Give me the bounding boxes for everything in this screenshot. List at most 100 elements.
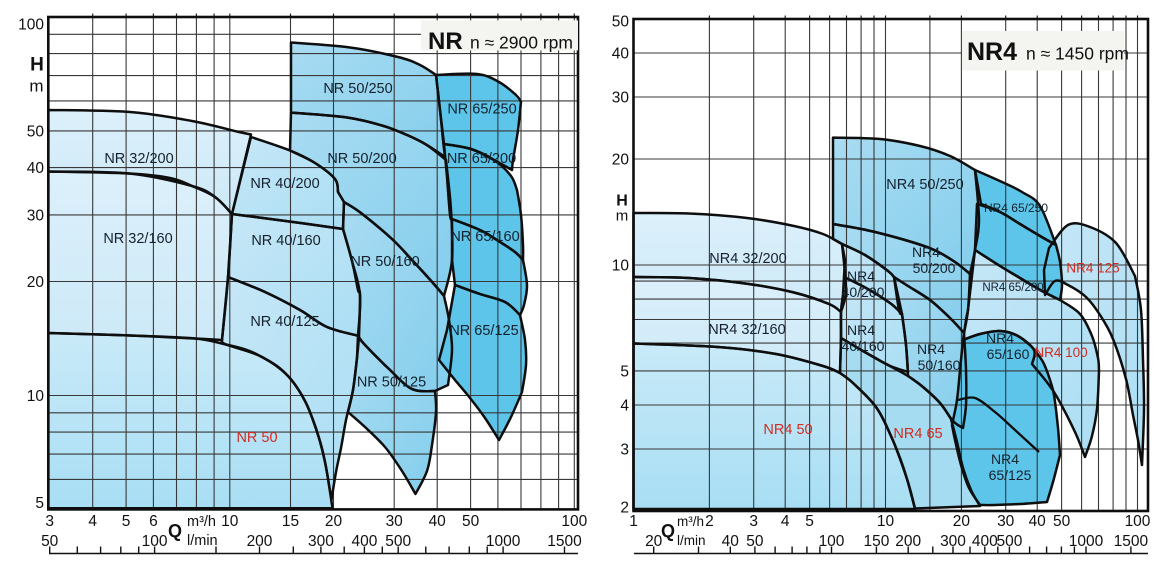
svg-text:m³/h: m³/h bbox=[187, 514, 216, 530]
svg-text:40: 40 bbox=[722, 533, 740, 550]
svg-text:NR 65/125: NR 65/125 bbox=[449, 323, 518, 339]
svg-text:NR4 50/250: NR4 50/250 bbox=[886, 177, 963, 193]
svg-text:NR 65/250: NR 65/250 bbox=[447, 102, 516, 118]
svg-text:20: 20 bbox=[27, 274, 45, 291]
svg-text:50/160: 50/160 bbox=[918, 357, 961, 373]
svg-text:1000: 1000 bbox=[1069, 533, 1104, 550]
svg-text:5: 5 bbox=[35, 495, 44, 512]
svg-text:NR4 65/250: NR4 65/250 bbox=[984, 201, 1048, 215]
svg-text:65/160: 65/160 bbox=[987, 346, 1030, 362]
svg-text:20: 20 bbox=[325, 513, 343, 530]
svg-text:30: 30 bbox=[612, 90, 630, 107]
svg-text:5: 5 bbox=[122, 513, 131, 530]
svg-text:NR4: NR4 bbox=[967, 38, 1017, 66]
svg-text:50: 50 bbox=[1053, 513, 1071, 530]
svg-text:1: 1 bbox=[629, 513, 638, 530]
svg-text:NR4: NR4 bbox=[847, 322, 875, 338]
svg-text:50: 50 bbox=[746, 533, 764, 550]
svg-text:NR 50/200: NR 50/200 bbox=[327, 151, 396, 167]
svg-text:65/125: 65/125 bbox=[989, 467, 1032, 483]
svg-text:30: 30 bbox=[27, 208, 45, 225]
svg-text:20: 20 bbox=[645, 533, 663, 550]
svg-text:NR4: NR4 bbox=[917, 341, 945, 357]
svg-text:500: 500 bbox=[385, 533, 411, 550]
svg-text:NR 40/160: NR 40/160 bbox=[251, 233, 320, 249]
svg-text:NR4: NR4 bbox=[986, 330, 1014, 346]
svg-text:50: 50 bbox=[462, 513, 480, 530]
svg-text:2: 2 bbox=[705, 513, 714, 530]
svg-text:200: 200 bbox=[247, 533, 273, 550]
svg-text:1000: 1000 bbox=[486, 533, 521, 550]
svg-text:100: 100 bbox=[18, 17, 44, 34]
svg-text:30: 30 bbox=[997, 513, 1015, 530]
svg-text:m: m bbox=[29, 77, 43, 96]
svg-text:40/200: 40/200 bbox=[842, 284, 885, 300]
svg-text:40: 40 bbox=[612, 46, 630, 63]
svg-text:NR4: NR4 bbox=[847, 268, 875, 284]
svg-text:300: 300 bbox=[308, 533, 334, 550]
svg-text:10: 10 bbox=[27, 388, 45, 405]
svg-text:10: 10 bbox=[221, 513, 239, 530]
svg-text:15: 15 bbox=[282, 513, 299, 530]
svg-text:3: 3 bbox=[749, 513, 758, 530]
svg-text:NR: NR bbox=[428, 28, 463, 55]
svg-text:H: H bbox=[30, 55, 44, 76]
svg-text:10: 10 bbox=[877, 513, 895, 530]
svg-text:Q: Q bbox=[661, 521, 675, 541]
svg-text:NR 65/160: NR 65/160 bbox=[450, 229, 519, 245]
svg-text:n ≈ 2900 rpm: n ≈ 2900 rpm bbox=[470, 33, 573, 53]
svg-text:NR 40/125: NR 40/125 bbox=[250, 314, 319, 330]
svg-text:NR4 100: NR4 100 bbox=[1034, 345, 1087, 360]
svg-text:3: 3 bbox=[620, 442, 629, 459]
svg-text:300: 300 bbox=[940, 533, 966, 550]
svg-text:1500: 1500 bbox=[1114, 533, 1149, 550]
svg-text:NR 50/250: NR 50/250 bbox=[323, 81, 392, 97]
svg-text:6: 6 bbox=[149, 513, 158, 530]
svg-text:50/200: 50/200 bbox=[913, 260, 956, 276]
svg-text:NR4: NR4 bbox=[991, 451, 1019, 467]
svg-text:NR4 125: NR4 125 bbox=[1066, 261, 1119, 276]
svg-text:NR 32/200: NR 32/200 bbox=[104, 151, 173, 167]
svg-text:10: 10 bbox=[612, 258, 630, 275]
svg-text:500: 500 bbox=[996, 533, 1022, 550]
svg-text:NR4 32/160: NR4 32/160 bbox=[708, 322, 785, 338]
svg-text:NR4 65: NR4 65 bbox=[893, 426, 942, 442]
svg-text:NR 50: NR 50 bbox=[236, 430, 277, 446]
svg-text:150: 150 bbox=[863, 533, 889, 550]
svg-text:20: 20 bbox=[612, 152, 630, 169]
svg-text:40: 40 bbox=[1029, 513, 1047, 530]
svg-text:4: 4 bbox=[781, 513, 790, 530]
svg-text:n ≈ 1450 rpm: n ≈ 1450 rpm bbox=[1026, 44, 1129, 64]
svg-text:5: 5 bbox=[805, 513, 814, 530]
svg-text:100: 100 bbox=[561, 513, 587, 530]
svg-text:NR 50/160: NR 50/160 bbox=[350, 254, 419, 270]
svg-text:l/min: l/min bbox=[187, 533, 218, 549]
svg-text:400: 400 bbox=[972, 533, 998, 550]
svg-text:NR4 50: NR4 50 bbox=[763, 422, 812, 438]
svg-text:NR4 65/200: NR4 65/200 bbox=[982, 282, 1043, 294]
svg-text:H: H bbox=[616, 193, 628, 210]
svg-text:5: 5 bbox=[620, 363, 629, 380]
svg-text:40: 40 bbox=[429, 513, 447, 530]
svg-text:2: 2 bbox=[620, 500, 629, 517]
svg-text:3: 3 bbox=[45, 513, 54, 530]
svg-text:NR4: NR4 bbox=[912, 244, 940, 260]
svg-text:Q: Q bbox=[168, 521, 182, 541]
svg-text:200: 200 bbox=[895, 533, 921, 550]
svg-text:100: 100 bbox=[1125, 513, 1151, 530]
svg-text:m³/h: m³/h bbox=[677, 514, 704, 529]
svg-text:40: 40 bbox=[27, 160, 45, 177]
svg-text:50: 50 bbox=[41, 533, 59, 550]
svg-text:NR4 32/200: NR4 32/200 bbox=[709, 251, 786, 267]
svg-text:400: 400 bbox=[351, 533, 377, 550]
svg-text:50: 50 bbox=[27, 124, 45, 141]
svg-text:4: 4 bbox=[620, 398, 629, 415]
svg-text:NR 50/125: NR 50/125 bbox=[357, 375, 426, 391]
svg-text:50: 50 bbox=[612, 14, 630, 31]
svg-text:NR 65/200: NR 65/200 bbox=[447, 151, 516, 167]
svg-text:NR 40/200: NR 40/200 bbox=[250, 176, 319, 192]
svg-text:100: 100 bbox=[819, 533, 845, 550]
svg-text:20: 20 bbox=[953, 513, 971, 530]
svg-text:40/160: 40/160 bbox=[842, 338, 885, 354]
svg-text:30: 30 bbox=[386, 513, 404, 530]
